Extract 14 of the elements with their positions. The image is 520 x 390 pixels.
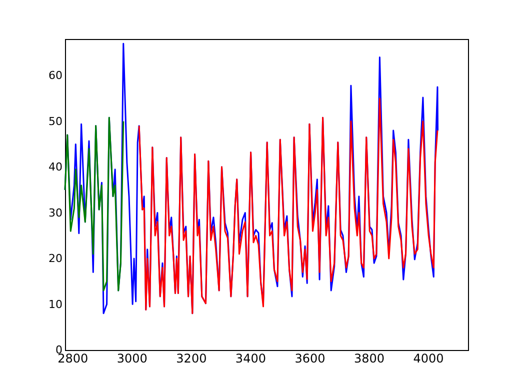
y-tick-label: 10: [48, 298, 62, 311]
line-series: [138, 98, 438, 314]
x-tick-label: 3000: [116, 352, 148, 366]
y-tick-label: 60: [48, 69, 62, 82]
x-tick-label: 3800: [354, 352, 385, 366]
x-tick-label: 4000: [413, 352, 444, 366]
x-tick-label: 3600: [294, 352, 326, 366]
x-tick-label: 3400: [235, 352, 266, 366]
y-tick-label: 20: [48, 252, 62, 266]
line-series: [64, 116, 124, 292]
x-tick-label: 3200: [176, 352, 207, 366]
y-tick-label: 30: [48, 206, 62, 220]
y-tick-label: 50: [48, 114, 62, 128]
y-tick-label: 40: [48, 160, 62, 174]
